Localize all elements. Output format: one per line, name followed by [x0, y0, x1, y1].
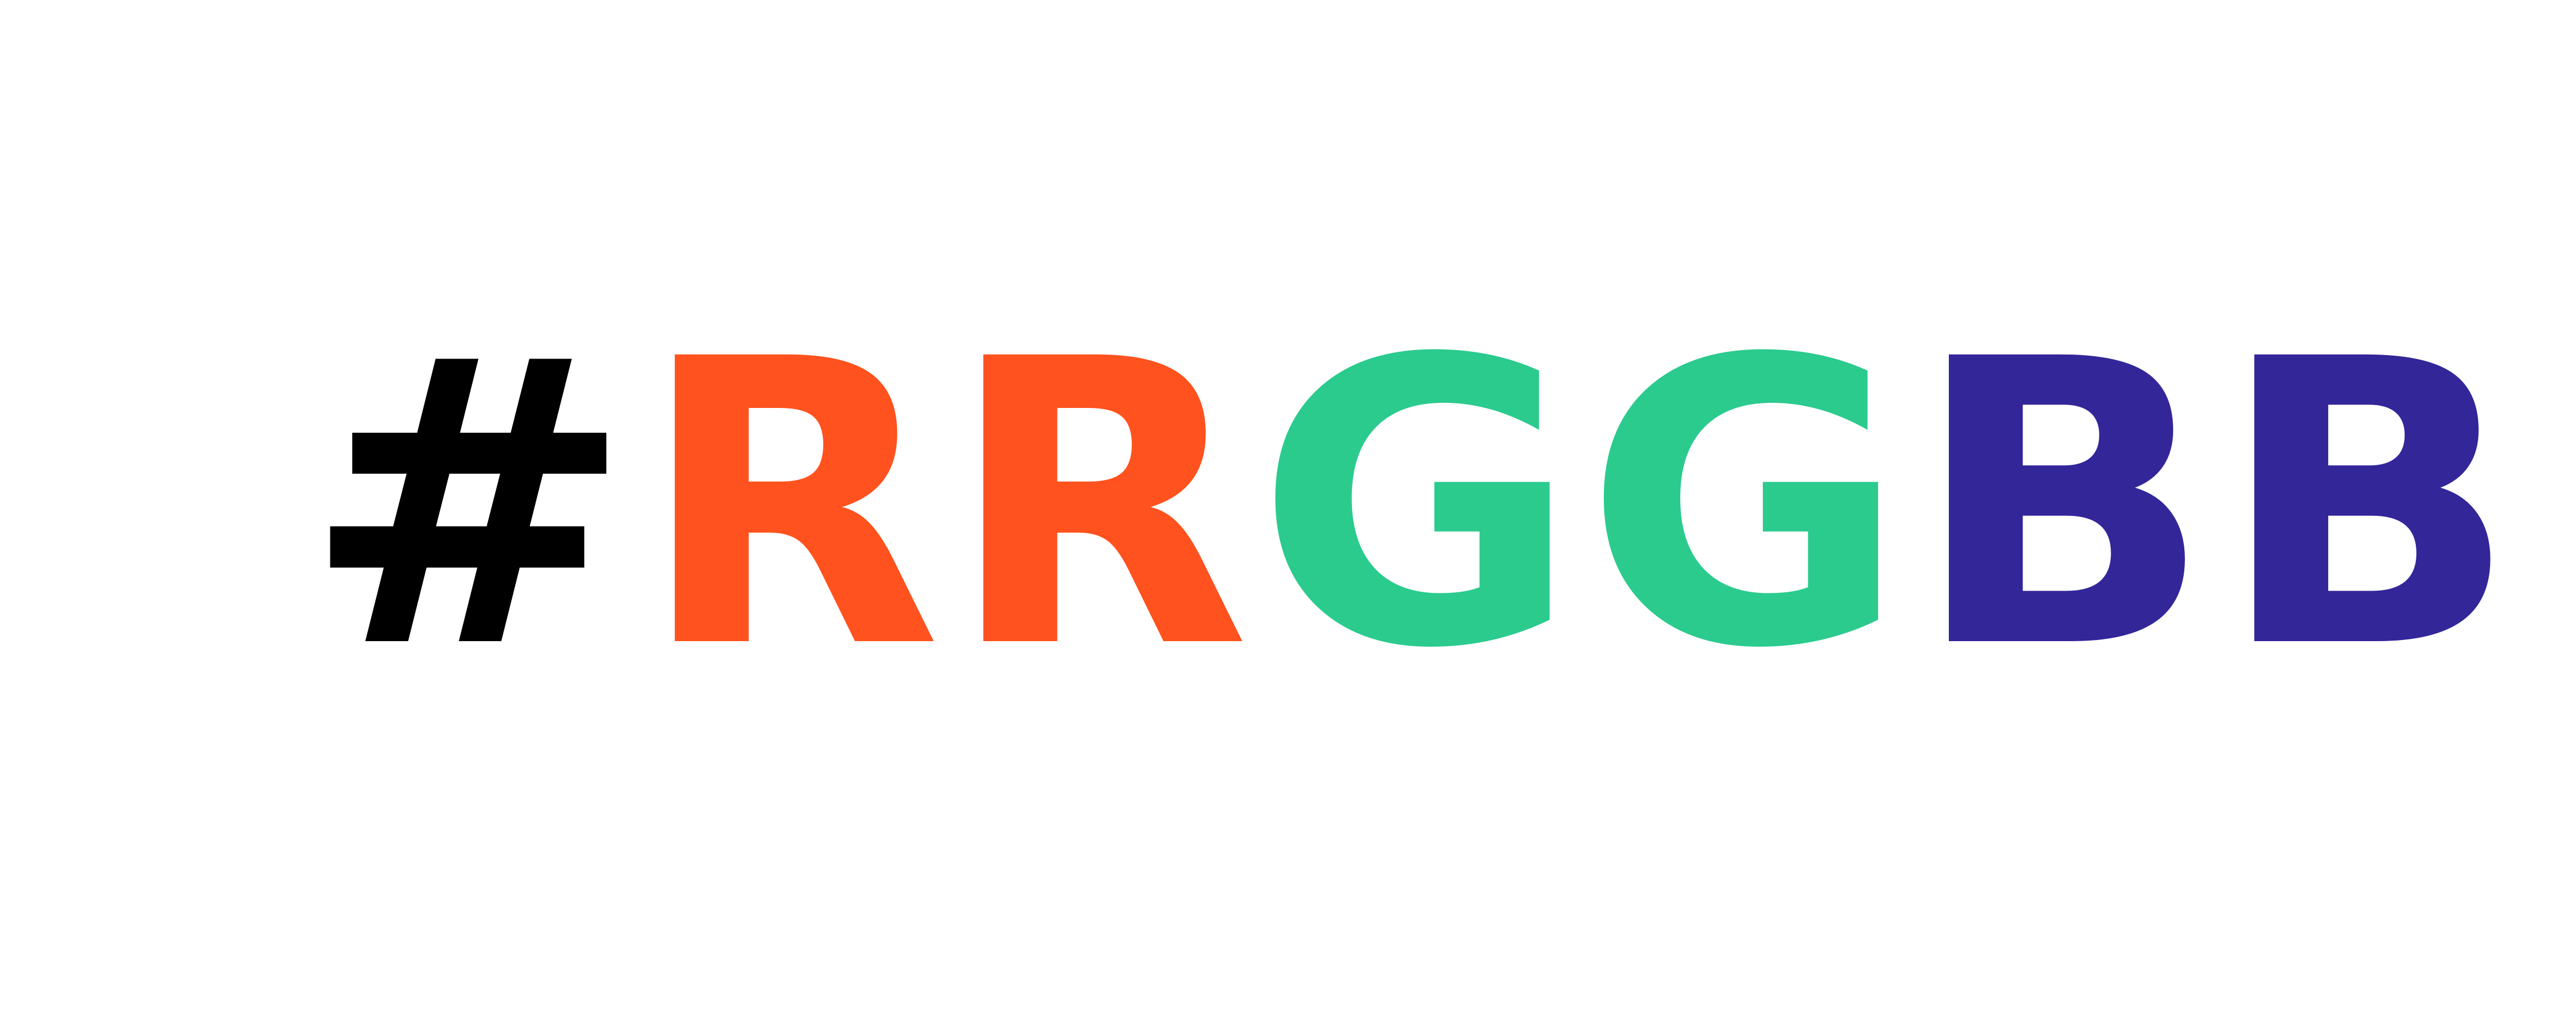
hash-symbol: #	[303, 276, 639, 734]
red-letters: RR	[638, 276, 1256, 734]
green-letters: GG	[1255, 276, 1913, 734]
blue-letters: BB	[1912, 276, 2524, 734]
rrggbb-wordmark: # RR GG BB	[303, 309, 2524, 702]
